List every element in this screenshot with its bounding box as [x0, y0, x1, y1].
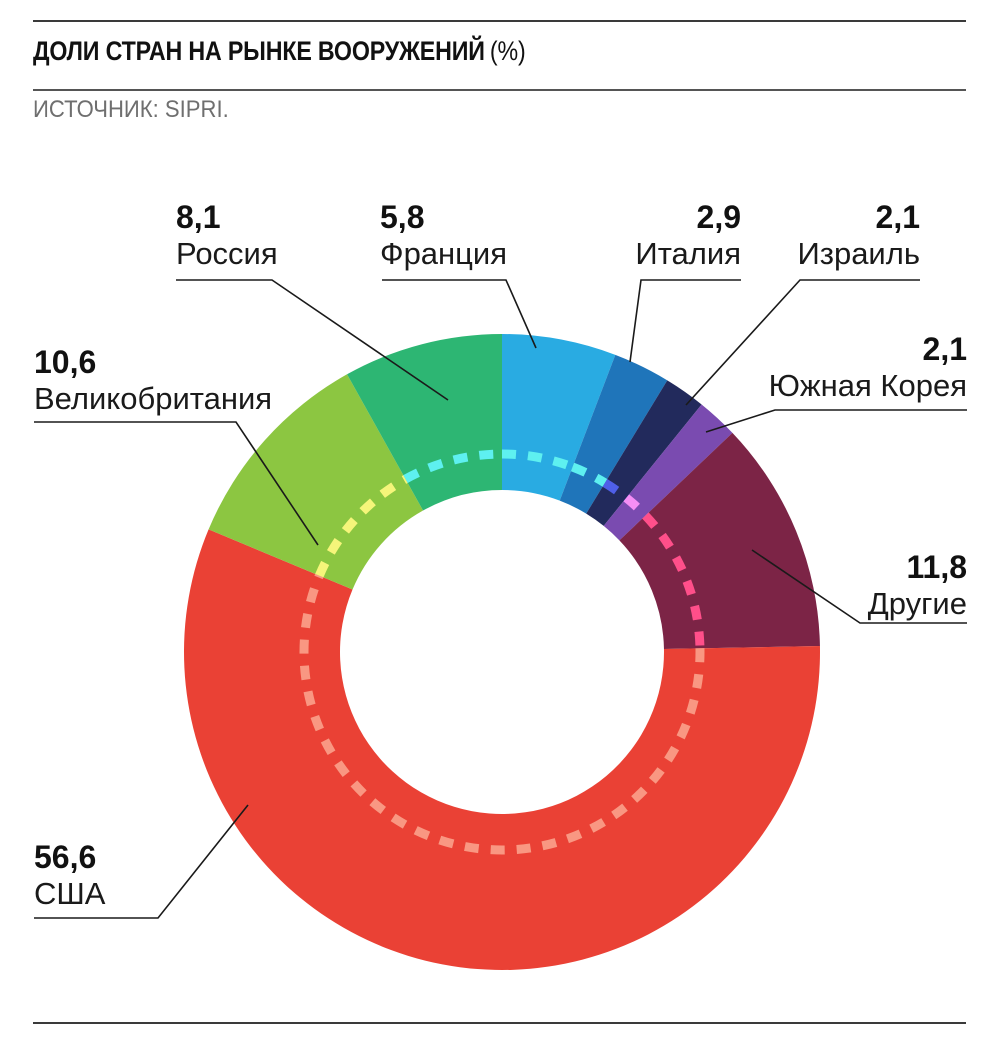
name-label-южная-корея: Южная Корея — [769, 368, 967, 403]
slices-group — [183, 334, 821, 971]
name-label-италия: Италия — [635, 236, 741, 271]
title-rule — [33, 89, 966, 91]
name-label-великобритания: Великобритания — [34, 381, 272, 416]
slice-сша — [183, 529, 821, 971]
value-label-израиль: 2,1 — [876, 199, 920, 235]
value-label-другие: 11,8 — [906, 549, 967, 585]
dash-россия — [403, 449, 503, 484]
leader-lines — [34, 279, 967, 919]
leader-израиль — [685, 279, 920, 406]
dash-израиль — [602, 479, 630, 502]
leader-великобритания — [34, 421, 319, 546]
slice-италия — [559, 354, 668, 514]
slice-другие — [619, 432, 820, 649]
dash-великобритания — [315, 475, 408, 578]
name-label-россия: Россия — [176, 236, 278, 271]
name-label-сша: США — [34, 876, 106, 911]
leader-южная-корея — [705, 409, 967, 433]
leader-италия — [629, 279, 741, 363]
chart-title-unit: (%) — [489, 36, 526, 66]
slice-россия — [347, 334, 502, 511]
source-note: ИСТОЧНИК: SIPRI. — [33, 96, 229, 123]
name-label-франция: Франция — [380, 236, 507, 271]
value-label-россия: 8,1 — [176, 199, 220, 235]
dash-италия — [570, 462, 608, 487]
value-label-италия: 2,9 — [697, 199, 741, 235]
inner-dash-ring — [299, 449, 705, 855]
chart-title-text: ДОЛИ СТРАН НА РЫНКЕ ВООРУЖЕНИЙ — [33, 36, 485, 66]
dash-южная-корея — [623, 494, 649, 519]
value-label-южная-корея: 2,1 — [923, 331, 967, 367]
bottom-rule — [33, 1022, 966, 1024]
dash-франция — [501, 449, 575, 472]
leader-россия — [176, 279, 449, 401]
value-label-сша: 56,6 — [34, 839, 96, 875]
leader-франция — [382, 279, 537, 349]
name-label-израиль: Израиль — [797, 236, 920, 271]
chart-title: ДОЛИ СТРАН НА РЫНКЕ ВООРУЖЕНИЙ (%) — [33, 36, 526, 67]
value-label-франция: 5,8 — [380, 199, 424, 235]
slice-великобритания — [208, 374, 424, 590]
leader-другие — [751, 549, 967, 624]
name-label-другие: Другие — [868, 586, 967, 621]
top-rule — [33, 20, 966, 22]
value-label-великобритания: 10,6 — [34, 344, 96, 380]
leader-сша — [34, 804, 249, 919]
dash-сша — [299, 573, 705, 855]
